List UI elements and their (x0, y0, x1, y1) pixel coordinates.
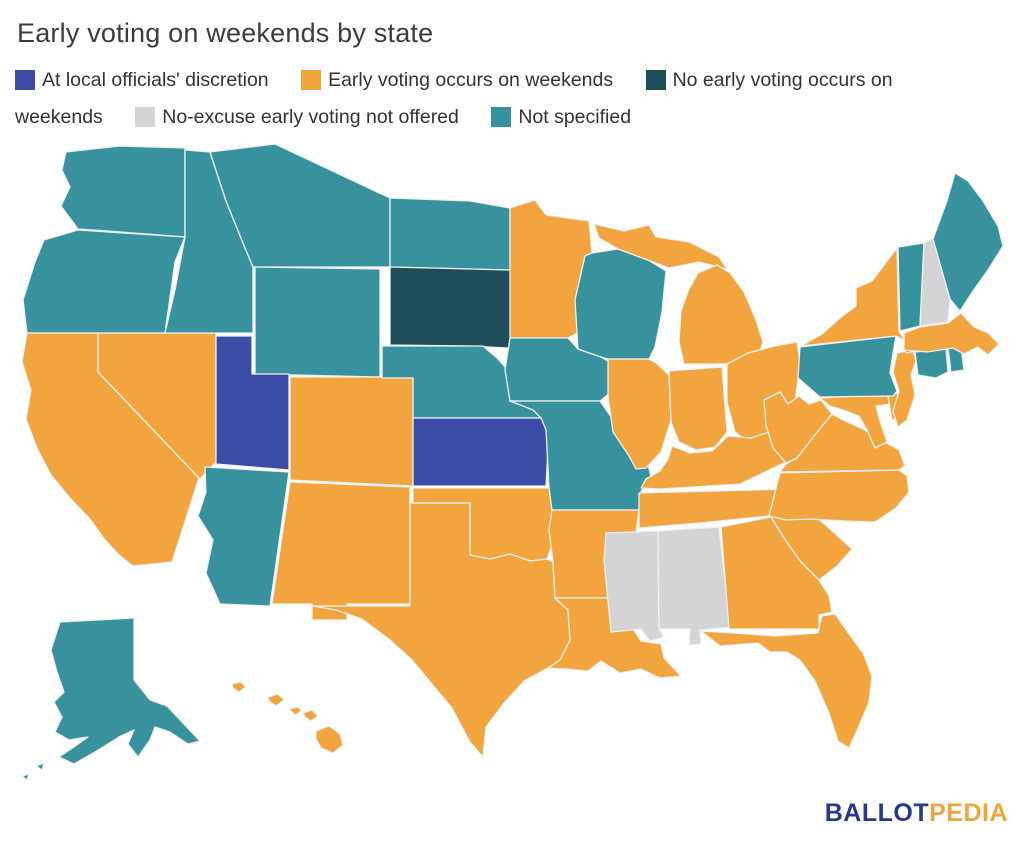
state-wi[interactable] (574, 248, 667, 360)
state-ak-aleutians[interactable] (21, 762, 45, 781)
legend-item: No-excuse early voting not offered (135, 106, 459, 128)
state-la[interactable] (547, 597, 682, 679)
legend-item: At local officials' discretion (15, 69, 269, 91)
state-ct[interactable] (914, 348, 949, 379)
state-ma[interactable] (903, 312, 1000, 356)
legend-item: Early voting occurs on weekends (301, 69, 613, 91)
ballotpedia-logo-pedia: PEDIA (929, 799, 1008, 827)
state-ny[interactable] (800, 247, 907, 347)
legend-label: Early voting occurs on weekends (328, 69, 614, 91)
state-ak[interactable] (50, 617, 201, 765)
state-ut[interactable] (215, 335, 290, 471)
state-co[interactable] (289, 376, 414, 487)
legend: At local officials' discretion Early vot… (15, 62, 945, 136)
legend-item: No early voting occurs on weekends (15, 69, 893, 128)
state-hi[interactable] (231, 681, 344, 754)
state-nm[interactable] (271, 481, 411, 621)
legend-label: No early voting occurs on weekends (15, 69, 893, 128)
state-me[interactable] (932, 172, 1004, 312)
state-fl[interactable] (700, 613, 873, 749)
state-nj[interactable] (892, 349, 917, 428)
legend-swatch (491, 107, 512, 127)
legend-swatch (15, 70, 35, 90)
legend-swatch (135, 107, 156, 127)
ballotpedia-logo: BALLOTPEDIA (825, 799, 1008, 828)
state-nc[interactable] (768, 469, 910, 523)
legend-label: No-excuse early voting not offered (162, 106, 459, 128)
ballotpedia-logo-ballot: BALLOT (824, 799, 930, 827)
state-nd[interactable] (389, 197, 511, 271)
legend-label: At local officials' discretion (42, 69, 269, 91)
state-al[interactable] (657, 526, 734, 646)
state-or[interactable] (22, 229, 186, 334)
state-mi-upper[interactable] (593, 223, 728, 270)
legend-swatch (301, 70, 322, 90)
state-il[interactable] (607, 358, 672, 470)
state-nh[interactable] (919, 238, 951, 327)
state-pa[interactable] (797, 335, 898, 398)
state-ks[interactable] (412, 417, 550, 487)
state-wa[interactable] (60, 145, 186, 238)
state-ms[interactable] (603, 530, 665, 642)
state-mi[interactable] (678, 264, 764, 365)
state-wy[interactable] (254, 266, 381, 378)
page-title: Early voting on weekends by state (17, 18, 434, 48)
state-tx[interactable] (312, 502, 571, 758)
state-mt[interactable] (209, 143, 391, 268)
legend-item: Not specified (491, 106, 631, 128)
state-sd[interactable] (389, 266, 524, 349)
legend-swatch (645, 70, 666, 90)
legend-label: Not specified (518, 106, 632, 128)
state-in[interactable] (668, 366, 728, 451)
state-wv[interactable] (763, 391, 833, 464)
state-az[interactable] (197, 466, 290, 607)
